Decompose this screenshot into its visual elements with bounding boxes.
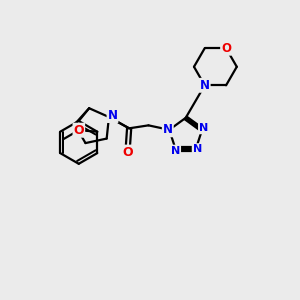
Text: N: N [199,123,208,133]
Text: O: O [122,146,133,159]
Text: N: N [107,109,118,122]
Text: O: O [74,124,84,137]
Text: O: O [221,42,231,55]
Text: N: N [171,146,180,156]
Text: N: N [200,79,210,92]
Text: N: N [163,123,173,136]
Text: N: N [193,144,202,154]
